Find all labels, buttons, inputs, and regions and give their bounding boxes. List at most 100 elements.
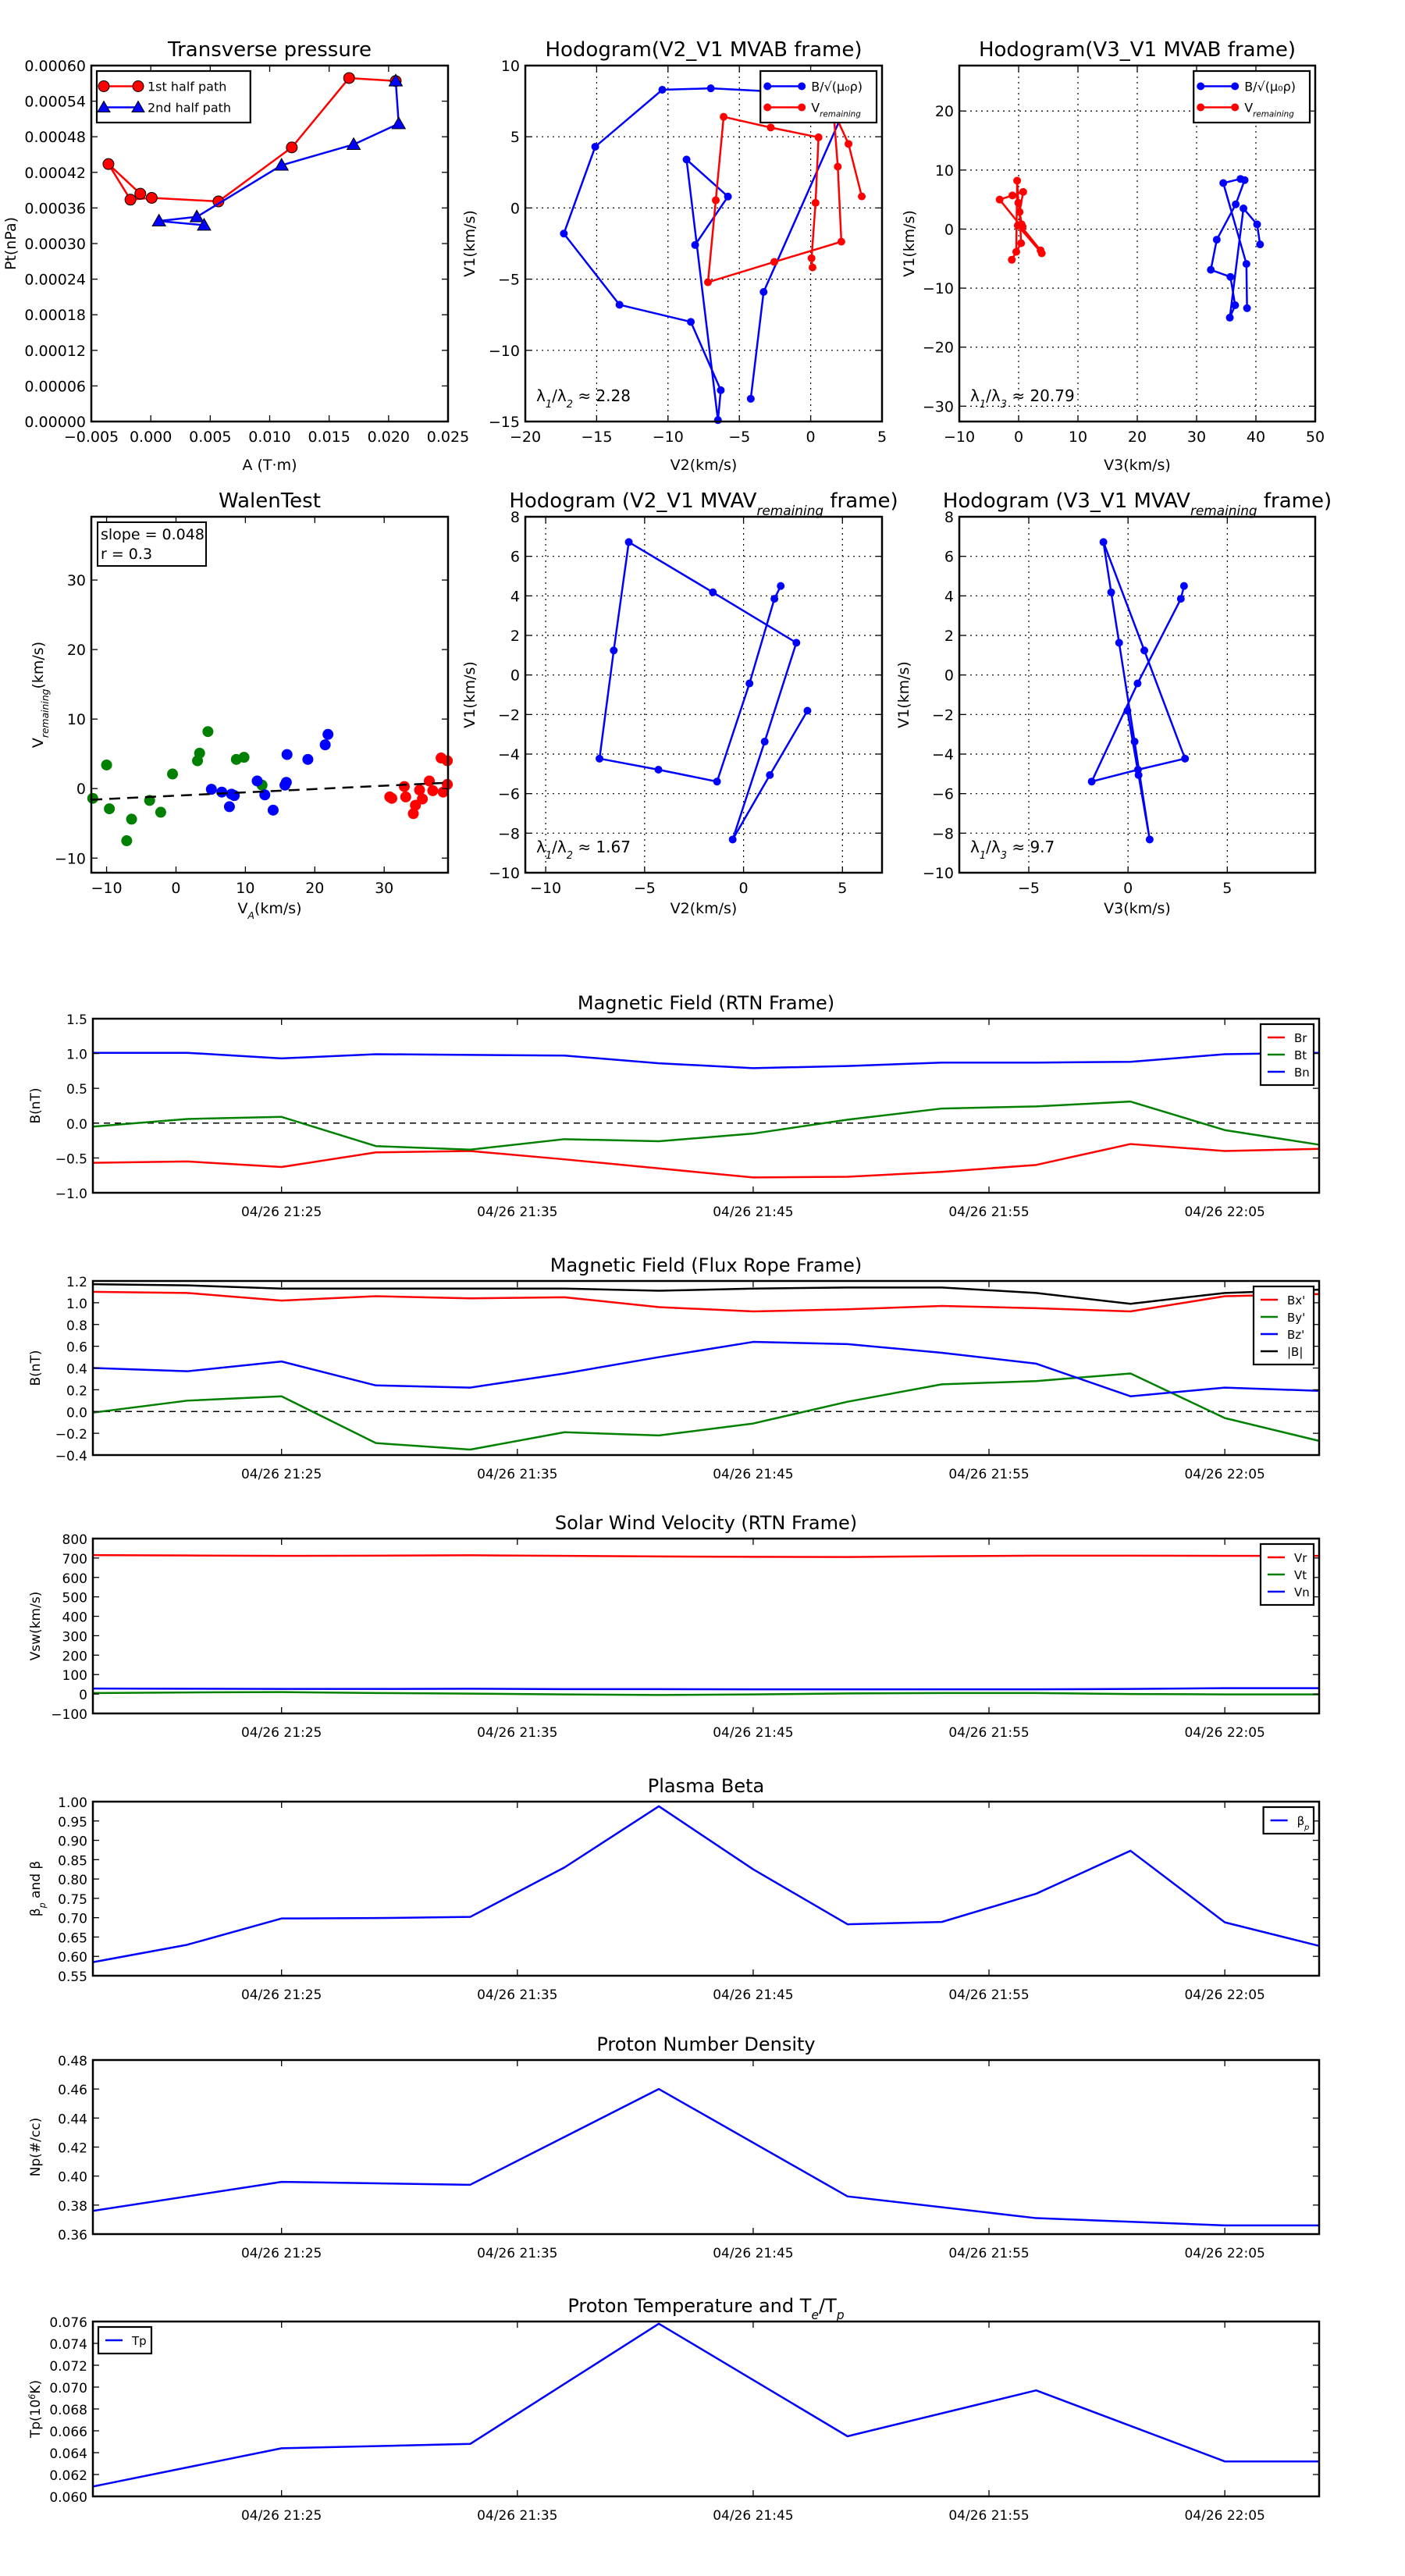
walen-group-green-point (155, 806, 166, 818)
y-tick-label: −6 (932, 786, 954, 803)
legend-marker (132, 80, 144, 92)
plasma-beta-y-axis-label: βp and β (28, 1861, 48, 1917)
y-tick-label: 0.44 (58, 2112, 87, 2127)
y-tick-label: −8 (932, 825, 954, 842)
proton-temperature-chart: 04/26 21:25 04/26 21:35 04/26 21:45 04/26 2… (27, 2295, 1321, 2524)
y-tick-label: 8 (510, 509, 520, 526)
y-tick-label: 0.5 (66, 1082, 87, 1098)
y-tick-label: 0.0 (66, 1117, 87, 1133)
transverse-1st-half-path-point (134, 187, 147, 200)
hodo-v3v1-mvab-x-axis-label: V3(km/s) (1104, 457, 1171, 474)
y-tick-label: −15 (489, 414, 520, 431)
walen-group-blue-point (280, 777, 292, 788)
hodo-v2v1-mvav-path-point (770, 595, 779, 603)
x-tick-label: 04/26 21:45 (713, 1725, 793, 1741)
y-tick-label: 0 (510, 667, 520, 685)
legend-marker (763, 103, 772, 112)
y-tick-label: −4 (498, 746, 520, 763)
y-tick-label: 4 (510, 588, 520, 605)
hodo-v2v1-mvav-path-point (792, 639, 801, 647)
x-tick-label: −10 (653, 429, 684, 446)
transverse-1st-half-path-point (343, 72, 355, 84)
y-tick-label: 200 (62, 1649, 87, 1664)
y-tick-label: 0.00024 (24, 272, 86, 289)
y-tick-label: −4 (932, 746, 954, 763)
y-tick-label: 0.068 (49, 2403, 87, 2418)
hodo-v2v1-mvab-b--point (687, 318, 695, 326)
velocity-vn-line (92, 1687, 1319, 1691)
y-tick-label: 0.60 (58, 1950, 87, 1966)
transverse-title: Transverse pressure (167, 38, 372, 62)
x-tick-label: −5 (634, 880, 656, 897)
y-tick-label: 20 (935, 103, 954, 120)
walen-group-green-point (126, 813, 137, 825)
y-tick-label: 1.2 (66, 1275, 87, 1290)
y-tick-label: 0.074 (49, 2337, 87, 2353)
walen-group-blue-point (223, 801, 235, 813)
legend-marker (1231, 82, 1240, 91)
y-tick-label: 0.00048 (24, 129, 86, 146)
legend-box (759, 69, 878, 124)
mag-fluxrope-by--line (92, 1372, 1320, 1451)
y-tick-label: 0.4 (66, 1362, 87, 1378)
x-tick-label: −20 (510, 429, 541, 446)
hodo-v3v1-mvab-series-1-point (995, 195, 1004, 204)
x-tick-label: 04/26 22:05 (1184, 1987, 1264, 2003)
walen-slope: slope = 0.048 (101, 526, 205, 543)
proton-temperature-y-axis-label: Tp(106K) (27, 2380, 44, 2439)
legend-marker (98, 80, 110, 92)
y-tick-label: 0.00018 (24, 307, 86, 324)
y-tick-label: −1.0 (55, 1187, 87, 1202)
hodo-v2v1-mvav-path-point (596, 754, 604, 763)
y-tick-label: 0.8 (66, 1318, 87, 1334)
y-tick-label: 0.40 (58, 2170, 87, 2186)
mag-rtn-bt-line (92, 1100, 1320, 1151)
hodo-v3v1-mvab-title: Hodogram(V3_V1 MVAB frame) (979, 38, 1296, 62)
mag-fluxrope-chart: 04/26 21:25 04/26 21:35 04/26 21:45 04/26 2… (28, 1254, 1321, 1482)
hodo-v2v1-mvav-path-point (654, 766, 663, 774)
hodo-v3v1-mvav-path-point (1181, 754, 1190, 763)
hodo-v3v1-mvab-b--point (1226, 272, 1235, 281)
plasma-beta-chart: 04/26 21:25 04/26 21:35 04/26 21:45 04/26 2… (28, 1775, 1321, 2003)
hodo-v2v1-mvav-path-point (610, 646, 618, 655)
y-tick-label: −10 (923, 865, 954, 882)
y-tick-label: 0.75 (58, 1892, 87, 1908)
x-tick-label: 50 (1306, 429, 1325, 446)
legend-box (95, 69, 251, 124)
y-tick-label: 0.00042 (24, 165, 86, 182)
y-tick-label: 0.00000 (24, 414, 86, 431)
x-tick-label: 20 (1128, 429, 1147, 446)
y-tick-label: 0.00012 (24, 343, 86, 360)
x-tick-label: 0 (739, 880, 749, 897)
y-tick-label: −6 (498, 786, 520, 803)
x-tick-label: 10 (1069, 429, 1087, 446)
legend-marker (798, 82, 806, 91)
hodo-v2v1-mvab-series-1-point (807, 254, 816, 262)
y-tick-label: 0 (510, 200, 520, 217)
hodo-v3v1-mvab-b--point (1240, 176, 1249, 184)
x-tick-label: 04/26 21:25 (241, 2246, 322, 2261)
hodo-v2v1-mvab-b--point (615, 301, 624, 309)
x-tick-label: 0.005 (189, 429, 231, 446)
walen-group-red-point (417, 793, 429, 805)
mag-fluxrope-y-axis-label: B(nT) (28, 1350, 44, 1386)
legend-label: Bx' (1287, 1293, 1305, 1308)
x-tick-label: −5 (1018, 880, 1040, 897)
transverse-1st-half-path-point (102, 158, 115, 170)
walen-title: WalenTest (219, 489, 321, 513)
x-tick-label: 04/26 22:05 (1184, 2246, 1264, 2261)
y-tick-label: 1.00 (58, 1795, 87, 1811)
proton-temperature-title: Proton Temperature and Te/Tp (567, 2295, 844, 2322)
x-tick-label: −10 (91, 880, 123, 897)
legend-marker (798, 103, 806, 112)
hodo-v2v1-mvab-series-1-point (720, 112, 728, 121)
legend-label: Vt (1294, 1568, 1307, 1582)
hodo-v3v1-mvab-b--point (1231, 301, 1240, 310)
walen-r-value: r = 0.3 (101, 546, 152, 563)
legend-marker (1231, 103, 1240, 112)
hodo-v2v1-mvab-series-1-point (767, 123, 775, 132)
walen-group-green-point (194, 747, 205, 759)
y-tick-label: 0.060 (49, 2490, 87, 2506)
y-tick-label: 0.6 (66, 1340, 87, 1356)
y-tick-label: 0.00006 (24, 378, 86, 395)
